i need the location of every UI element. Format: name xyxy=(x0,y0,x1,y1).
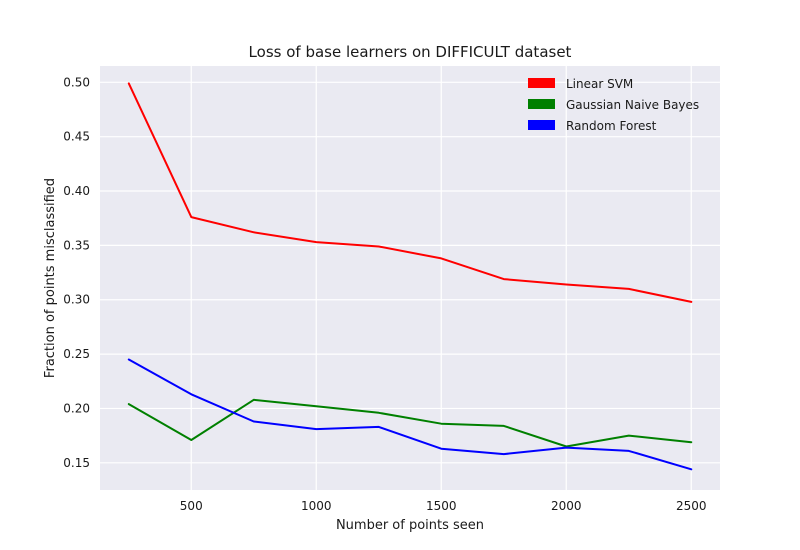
x-tick-labels: 500 1000 1500 2000 2500 xyxy=(180,499,707,513)
y-tick-label: 0.50 xyxy=(63,75,90,89)
legend-label-random-forest: Random Forest xyxy=(566,119,657,133)
gridlines xyxy=(100,66,720,490)
chart-title: Loss of base learners on DIFFICULT datas… xyxy=(249,43,572,61)
series-line-gaussian-naive-bayes xyxy=(127,398,693,448)
series-line-linear-svm xyxy=(127,82,693,303)
x-tick-label: 2500 xyxy=(676,499,707,513)
x-tick-label: 1500 xyxy=(426,499,457,513)
y-tick-labels: 0.15 0.20 0.25 0.30 0.35 0.40 0.45 0.50 xyxy=(63,75,90,470)
series-line-random-forest xyxy=(127,358,693,471)
y-tick-label: 0.25 xyxy=(63,347,90,361)
legend-swatch-gaussian-naive-bayes xyxy=(528,99,555,109)
y-axis-label: Fraction of points misclassified xyxy=(43,178,58,378)
y-tick-label: 0.40 xyxy=(63,184,90,198)
x-axis-label: Number of points seen xyxy=(336,518,484,533)
legend-label-linear-svm: Linear SVM xyxy=(566,77,633,91)
x-tick-label: 500 xyxy=(180,499,203,513)
legend-swatch-random-forest xyxy=(528,120,555,130)
legend-label-gaussian-naive-bayes: Gaussian Naive Bayes xyxy=(566,98,699,112)
x-tick-label: 2000 xyxy=(551,499,582,513)
y-tick-label: 0.20 xyxy=(63,401,90,415)
y-tick-label: 0.15 xyxy=(63,456,90,470)
x-tick-label: 1000 xyxy=(301,499,332,513)
legend-swatch-linear-svm xyxy=(528,78,555,88)
y-tick-label: 0.45 xyxy=(63,130,90,144)
y-tick-label: 0.30 xyxy=(63,293,90,307)
y-tick-label: 0.35 xyxy=(63,238,90,252)
series-layer xyxy=(127,82,693,471)
legend: Linear SVM Gaussian Naive Bayes Random For… xyxy=(528,77,699,133)
